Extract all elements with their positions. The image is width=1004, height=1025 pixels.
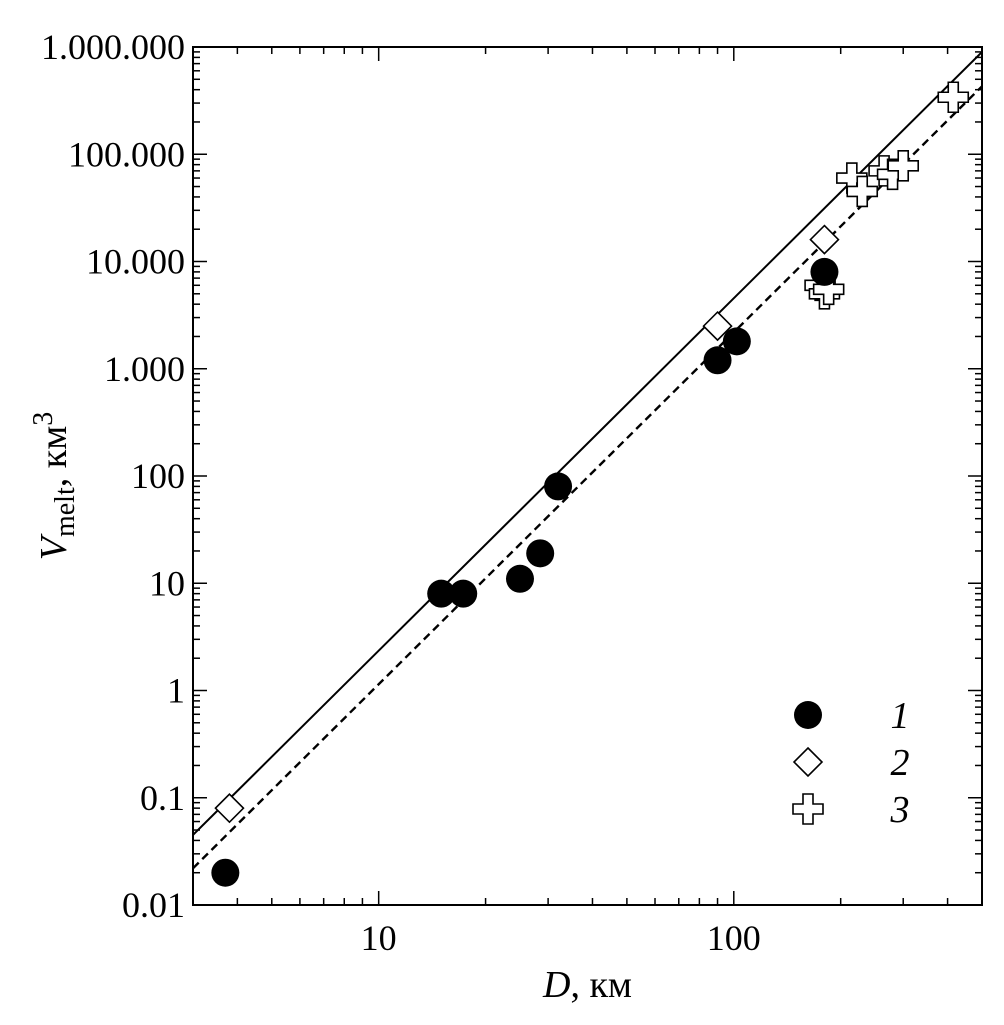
y-tick-label: 0.1 [140, 778, 185, 818]
legend: 1 2 3 [792, 695, 910, 831]
y-axis-subscript: melt [50, 487, 81, 537]
data-point-series-1 [810, 257, 839, 286]
legend-label-2: 2 [891, 742, 910, 784]
legend-marker-shape [794, 701, 822, 729]
data-point-series-3 [812, 273, 845, 306]
data-point-series-3 [887, 150, 920, 182]
data-point-series-1 [505, 564, 534, 593]
legend-marker-open-diamond [792, 746, 824, 778]
legend-label-1: 1 [891, 695, 910, 737]
legend-marker-shape [792, 746, 824, 778]
y-tick-label: 10.000 [86, 242, 185, 282]
legend-marker-shape [792, 793, 824, 825]
x-axis-symbol: D [542, 964, 570, 1006]
x-axis-title: D, км [542, 964, 632, 1006]
data-point-series-1 [722, 327, 751, 356]
y-tick-label: 100 [131, 456, 185, 496]
plot-frame [192, 46, 983, 906]
data-point-series-1 [544, 472, 573, 501]
y-axis-title: Vmelt, км3 [28, 412, 81, 561]
data-point-series-3 [937, 81, 970, 114]
y-tick-label: 1 [167, 671, 185, 711]
x-tick-label: 10 [361, 918, 397, 958]
fit-line-solid [193, 51, 982, 836]
data-point-series-1 [703, 346, 732, 375]
data-point-series-2 [214, 793, 245, 824]
y-axis-superscript: 3 [28, 412, 59, 426]
data-point-series-1 [526, 539, 555, 568]
legend-item-1: 1 [794, 695, 910, 737]
legend-item-2: 2 [792, 742, 910, 784]
legend-label-3: 3 [890, 789, 910, 831]
data-point-series-2 [809, 224, 840, 255]
y-tick-label: 1.000.000 [41, 27, 185, 67]
x-tick-label: 100 [707, 918, 761, 958]
data-point-series-1 [427, 579, 456, 608]
y-tick-label: 100.000 [68, 134, 185, 174]
y-axis-symbol: V [33, 533, 75, 560]
data-point-series-1 [211, 858, 240, 887]
legend-marker-filled-circle [794, 701, 822, 729]
tick-labels: 10 100 0.01 0.1 1 10 100 1.000 10.000 100.000 1.00… [41, 27, 761, 958]
axis-ticks [192, 46, 983, 906]
legend-marker-open-cross [792, 793, 824, 825]
x-axis-unit: , км [570, 964, 632, 1006]
data-point-series-3 [846, 175, 879, 208]
data-point-series-1 [449, 579, 478, 608]
data-markers [211, 81, 970, 887]
y-tick-label: 1.000 [104, 349, 185, 389]
y-tick-label: 0.01 [122, 885, 185, 925]
y-axis-unit: , км [33, 426, 75, 488]
legend-item-3: 3 [792, 789, 910, 831]
data-point-series-2 [702, 310, 733, 342]
y-tick-label: 10 [149, 563, 185, 603]
fit-line-dashed [193, 85, 982, 870]
